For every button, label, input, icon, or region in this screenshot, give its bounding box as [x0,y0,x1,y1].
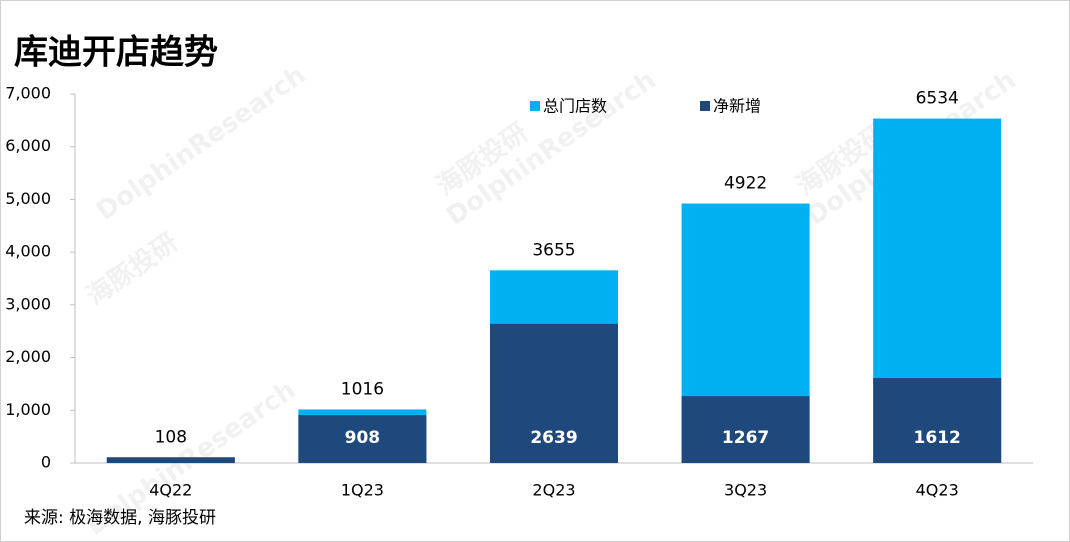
bar [873,378,1002,463]
legend-swatch [530,101,540,111]
y-tick-label: 7,000 [5,84,51,103]
legend-label: 净新增 [713,97,761,116]
data-label: 1267 [722,428,769,448]
data-label: 4922 [724,174,767,194]
x-tick-label: 2Q23 [532,481,575,500]
y-tick-label: 3,000 [5,294,51,313]
y-tick-label: 4,000 [5,242,51,261]
x-tick-label: 3Q23 [724,481,767,500]
data-label: 1612 [914,428,961,448]
bar [106,457,235,463]
y-tick-label: 5,000 [5,189,51,208]
x-tick-label: 4Q22 [149,481,192,500]
y-tick-label: 6,000 [5,136,51,155]
x-tick-label: 4Q23 [916,481,959,500]
y-tick-label: 1,000 [5,400,51,419]
y-tick-label: 2,000 [5,347,51,366]
source: 来源: 极海数据, 海豚投研 [24,508,216,528]
data-label: 3655 [532,240,575,260]
y-tick-label: 0 [41,453,51,472]
data-label: 6534 [916,89,959,109]
legend-swatch [700,101,710,111]
x-tick-label: 1Q23 [341,481,384,500]
data-label: 2639 [530,428,577,448]
data-label: 908 [345,428,381,448]
chart-title: 库迪开店趋势 [14,33,218,73]
legend-label: 总门店数 [543,97,607,116]
data-label: 108 [155,427,187,447]
bar [298,415,427,463]
data-label: 1016 [341,379,384,399]
bar [681,396,810,463]
bar [490,323,618,463]
